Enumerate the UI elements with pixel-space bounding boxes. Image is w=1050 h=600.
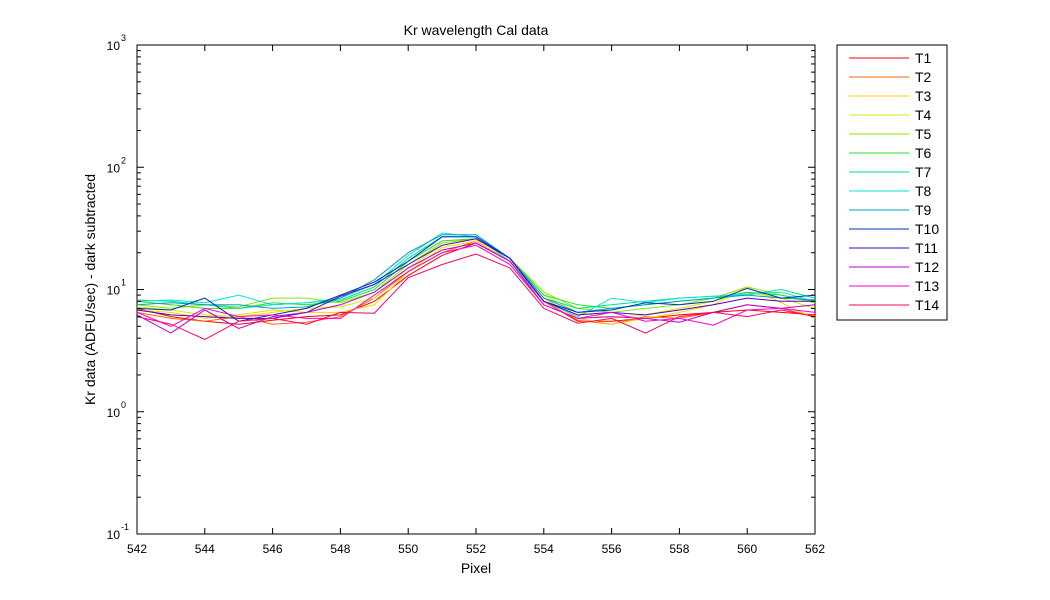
y-tick-label-base: 10 (107, 161, 121, 175)
legend-label: T13 (915, 278, 939, 294)
series-line-t10 (136, 236, 816, 322)
x-tick-layer: 542 544 546 548 550 552 554 556 558 560 562 (127, 45, 825, 556)
legend-label: T9 (915, 202, 932, 218)
legend-label: T10 (915, 221, 939, 237)
y-tick-label-exponent: 1 (121, 278, 126, 288)
x-tick-label: 558 (669, 542, 689, 556)
series-layer (136, 232, 816, 341)
x-tick-label: 560 (737, 542, 757, 556)
y-axis-label: Kr data (ADFU/sec) - dark subtracted (82, 174, 98, 405)
legend-label: T2 (915, 69, 932, 85)
x-tick-label: 544 (195, 542, 215, 556)
y-tick-label-exponent: 2 (121, 155, 126, 165)
y-tick-label-base: 10 (107, 39, 121, 53)
x-tick-label: 554 (534, 542, 554, 556)
legend-label: T7 (915, 164, 932, 180)
series-line-t12 (136, 242, 816, 334)
legend-label: T3 (915, 88, 932, 104)
x-tick-label: 548 (330, 542, 350, 556)
legend-label: T11 (915, 240, 938, 256)
series-line-t9 (136, 234, 816, 313)
chart-title: Kr wavelength Cal data (404, 22, 549, 38)
y-tick-label-base: 10 (107, 284, 121, 298)
series-line-t11 (136, 238, 815, 319)
legend-label: T8 (915, 183, 932, 199)
x-tick-label: 562 (805, 542, 825, 556)
legend-box (836, 44, 948, 321)
legend-label: T14 (915, 297, 939, 313)
series-line-t14 (136, 253, 816, 341)
legend-label: T4 (915, 107, 932, 123)
plot-area (136, 44, 816, 535)
legend-label: T12 (915, 259, 939, 275)
series-line-t3 (136, 240, 816, 325)
x-tick-label: 552 (466, 542, 486, 556)
series-line-t13 (136, 244, 816, 327)
y-tick-label-base: 10 (107, 528, 121, 542)
x-tick-label: 556 (602, 542, 622, 556)
legend-label: T6 (915, 145, 932, 161)
y-tick-label-exponent: -1 (121, 522, 129, 532)
legend-label: T5 (915, 126, 932, 142)
legend: T1 T2 T3 T4 T5 T6 T7 T8 T9 T10 T11 T12 T13 T14 (836, 44, 948, 321)
y-tick-label-base: 10 (107, 406, 121, 420)
x-tick-label: 542 (127, 542, 147, 556)
x-tick-label: 550 (398, 542, 418, 556)
legend-label: T1 (915, 50, 932, 66)
x-tick-label: 546 (263, 542, 283, 556)
y-tick-label-exponent: 3 (121, 33, 126, 43)
x-axis-label: Pixel (461, 560, 491, 576)
y-tick-label-exponent: 0 (121, 400, 126, 410)
